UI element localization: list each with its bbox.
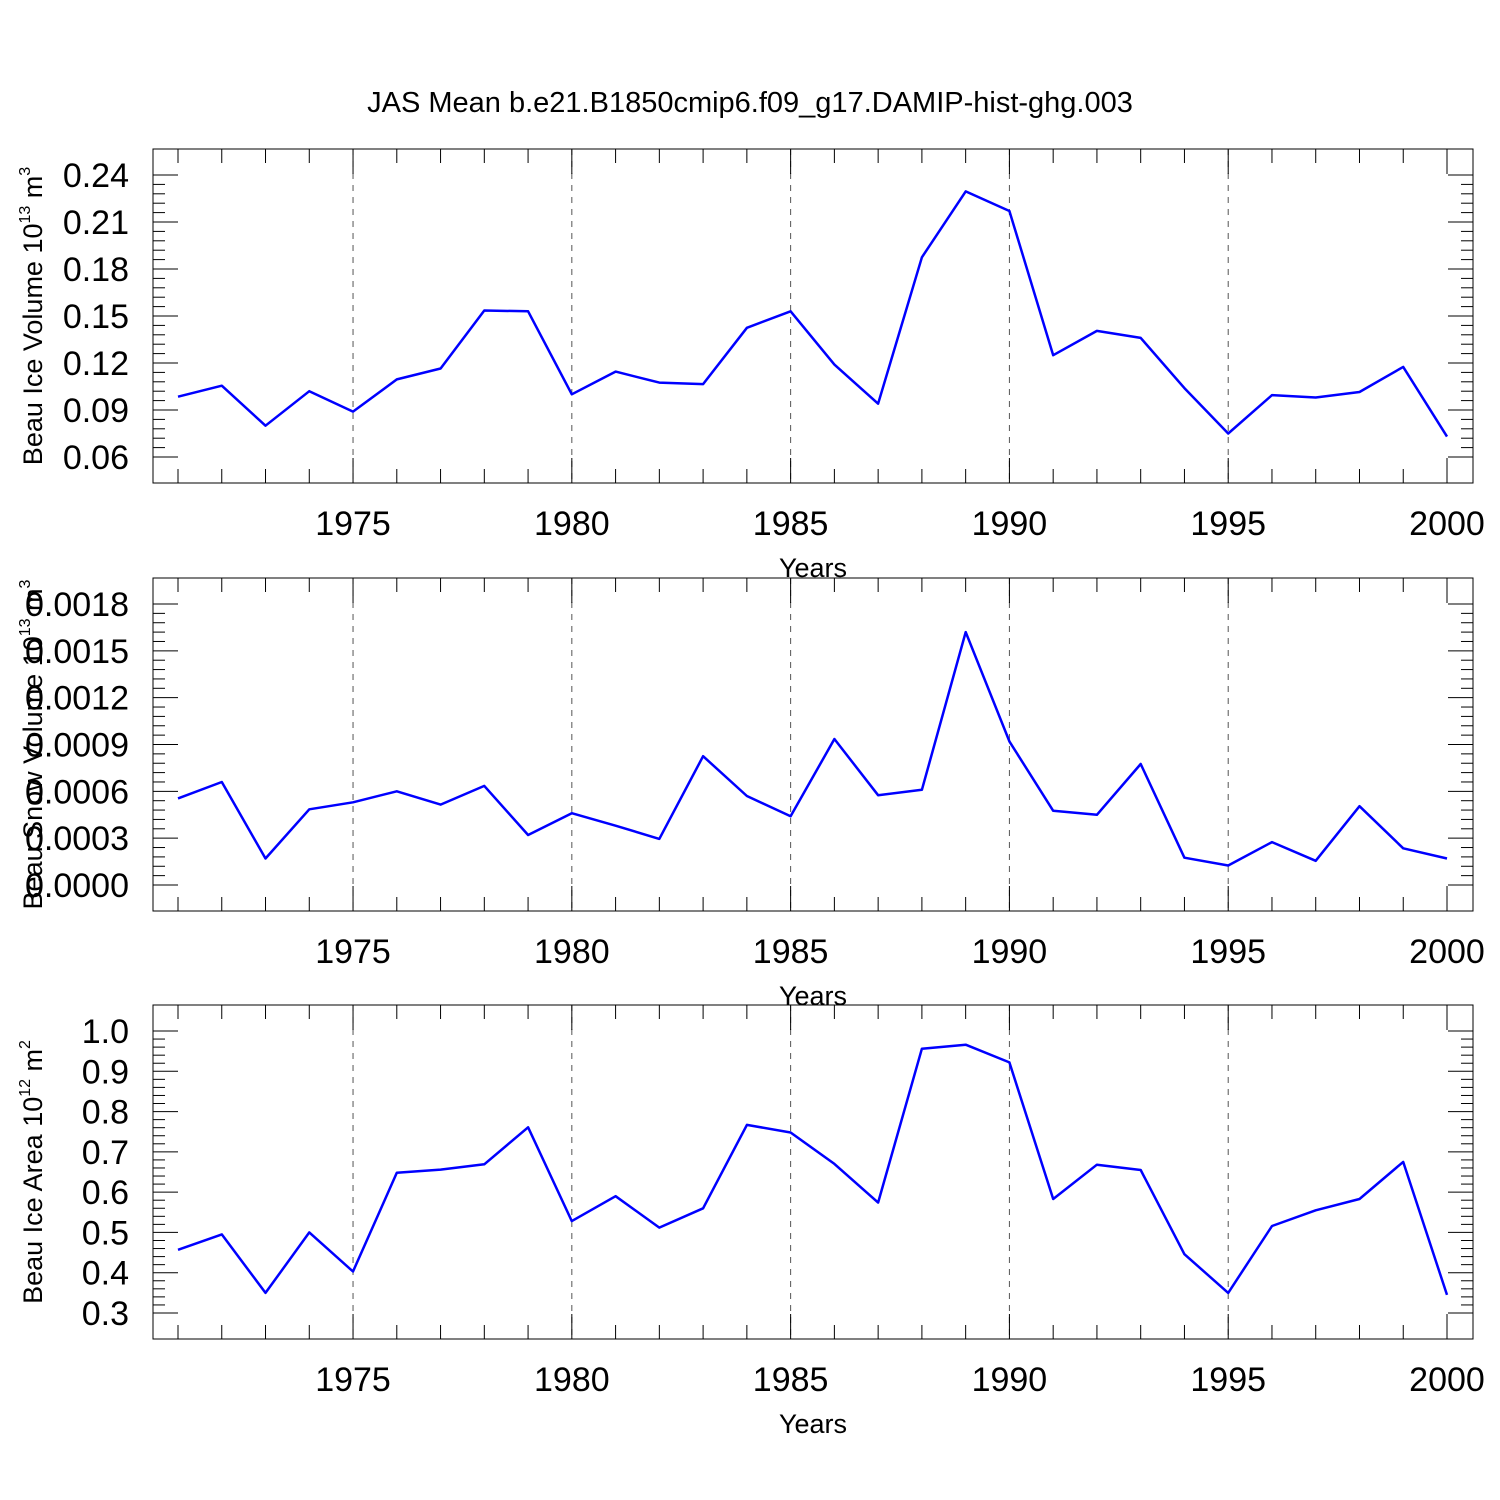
plot-frame: [152, 1004, 1474, 1340]
x-tick-label: 1980: [534, 505, 610, 543]
figure-title: JAS Mean b.e21.B1850cmip6.f09_g17.DAMIP-…: [367, 87, 1133, 119]
y-tick-label: 0.09: [63, 392, 129, 430]
x-tick-label: 1980: [534, 1361, 610, 1399]
y-tick-label: 1.0: [82, 1013, 129, 1051]
y-axis-label: Beau Ice Area 1012 m2: [17, 1040, 48, 1304]
y-tick-label: 0.9: [82, 1053, 129, 1091]
plot-frame: [152, 148, 1474, 484]
y-tick-label: 0.06: [63, 439, 129, 477]
x-tick-label: 2000: [1409, 933, 1485, 971]
x-tick-label: 1995: [1190, 933, 1266, 971]
x-tick-label: 1980: [534, 933, 610, 971]
y-tick-label: 0.12: [63, 345, 129, 383]
y-tick-label: 0.5: [82, 1214, 129, 1252]
y-tick-label: 0.4: [82, 1255, 129, 1293]
chart-panel-3: 1975 1980 1985 1990 1995 2000Years0.30.40.50.…: [17, 1004, 1485, 1439]
x-tick-label: 1995: [1190, 1361, 1266, 1399]
x-tick-label: 1995: [1190, 505, 1266, 543]
y-tick-label: 0.15: [63, 298, 129, 336]
y-tick-label: 0.7: [82, 1134, 129, 1172]
y-tick-label: 0.24: [63, 157, 129, 195]
chart-panel-2: 1975 1980 1985 1990 1995 2000 Years 0.0000 0.000…: [17, 577, 1485, 1011]
y-tick-label: 0.0012: [25, 680, 129, 718]
y-tick-label: 0.0003: [25, 820, 129, 858]
x-tick-label: 1990: [972, 933, 1048, 971]
series-line: [177, 1043, 1449, 1296]
y-axis-label: Beau Snow Volume 1013 m3: [17, 579, 48, 909]
y-tick-label: 0.0015: [25, 633, 129, 671]
x-tick-label: 2000: [1409, 505, 1485, 543]
y-tick-label: 0.0009: [25, 727, 129, 765]
x-tick-label: 1985: [753, 933, 829, 971]
y-tick-label: 0.0000: [25, 867, 129, 905]
y-tick-label: 0.0018: [25, 586, 129, 624]
x-tick-label: 1990: [972, 505, 1048, 543]
y-tick-label: 0.6: [82, 1174, 129, 1212]
series-line: [177, 190, 1449, 438]
x-tick-label: 2000: [1409, 1361, 1485, 1399]
y-axis-label: Beau Ice Volume 1013 m3: [17, 167, 48, 465]
y-tick-label: 0.0006: [25, 773, 129, 811]
x-tick-label: 1975: [315, 933, 391, 971]
chart-panel-1: 1975 1980 1985 1990 1995 2000Years0.060.090.1…: [17, 148, 1485, 583]
y-tick-label: 0.18: [63, 251, 129, 289]
x-tick-label: 1990: [972, 1361, 1048, 1399]
x-tick-label: 1985: [753, 505, 829, 543]
x-axis-label: Years: [779, 981, 847, 1011]
y-tick-label: 0.3: [82, 1295, 129, 1333]
series-line: [177, 630, 1448, 867]
x-axis-label: Years: [779, 1409, 847, 1439]
x-tick-label: 1985: [753, 1361, 829, 1399]
y-tick-label: 0.8: [82, 1094, 129, 1132]
x-tick-label: 1975: [315, 505, 391, 543]
plot-frame: [152, 577, 1474, 912]
y-tick-label: 0.21: [63, 204, 129, 242]
x-tick-label: 1975: [315, 1361, 391, 1399]
